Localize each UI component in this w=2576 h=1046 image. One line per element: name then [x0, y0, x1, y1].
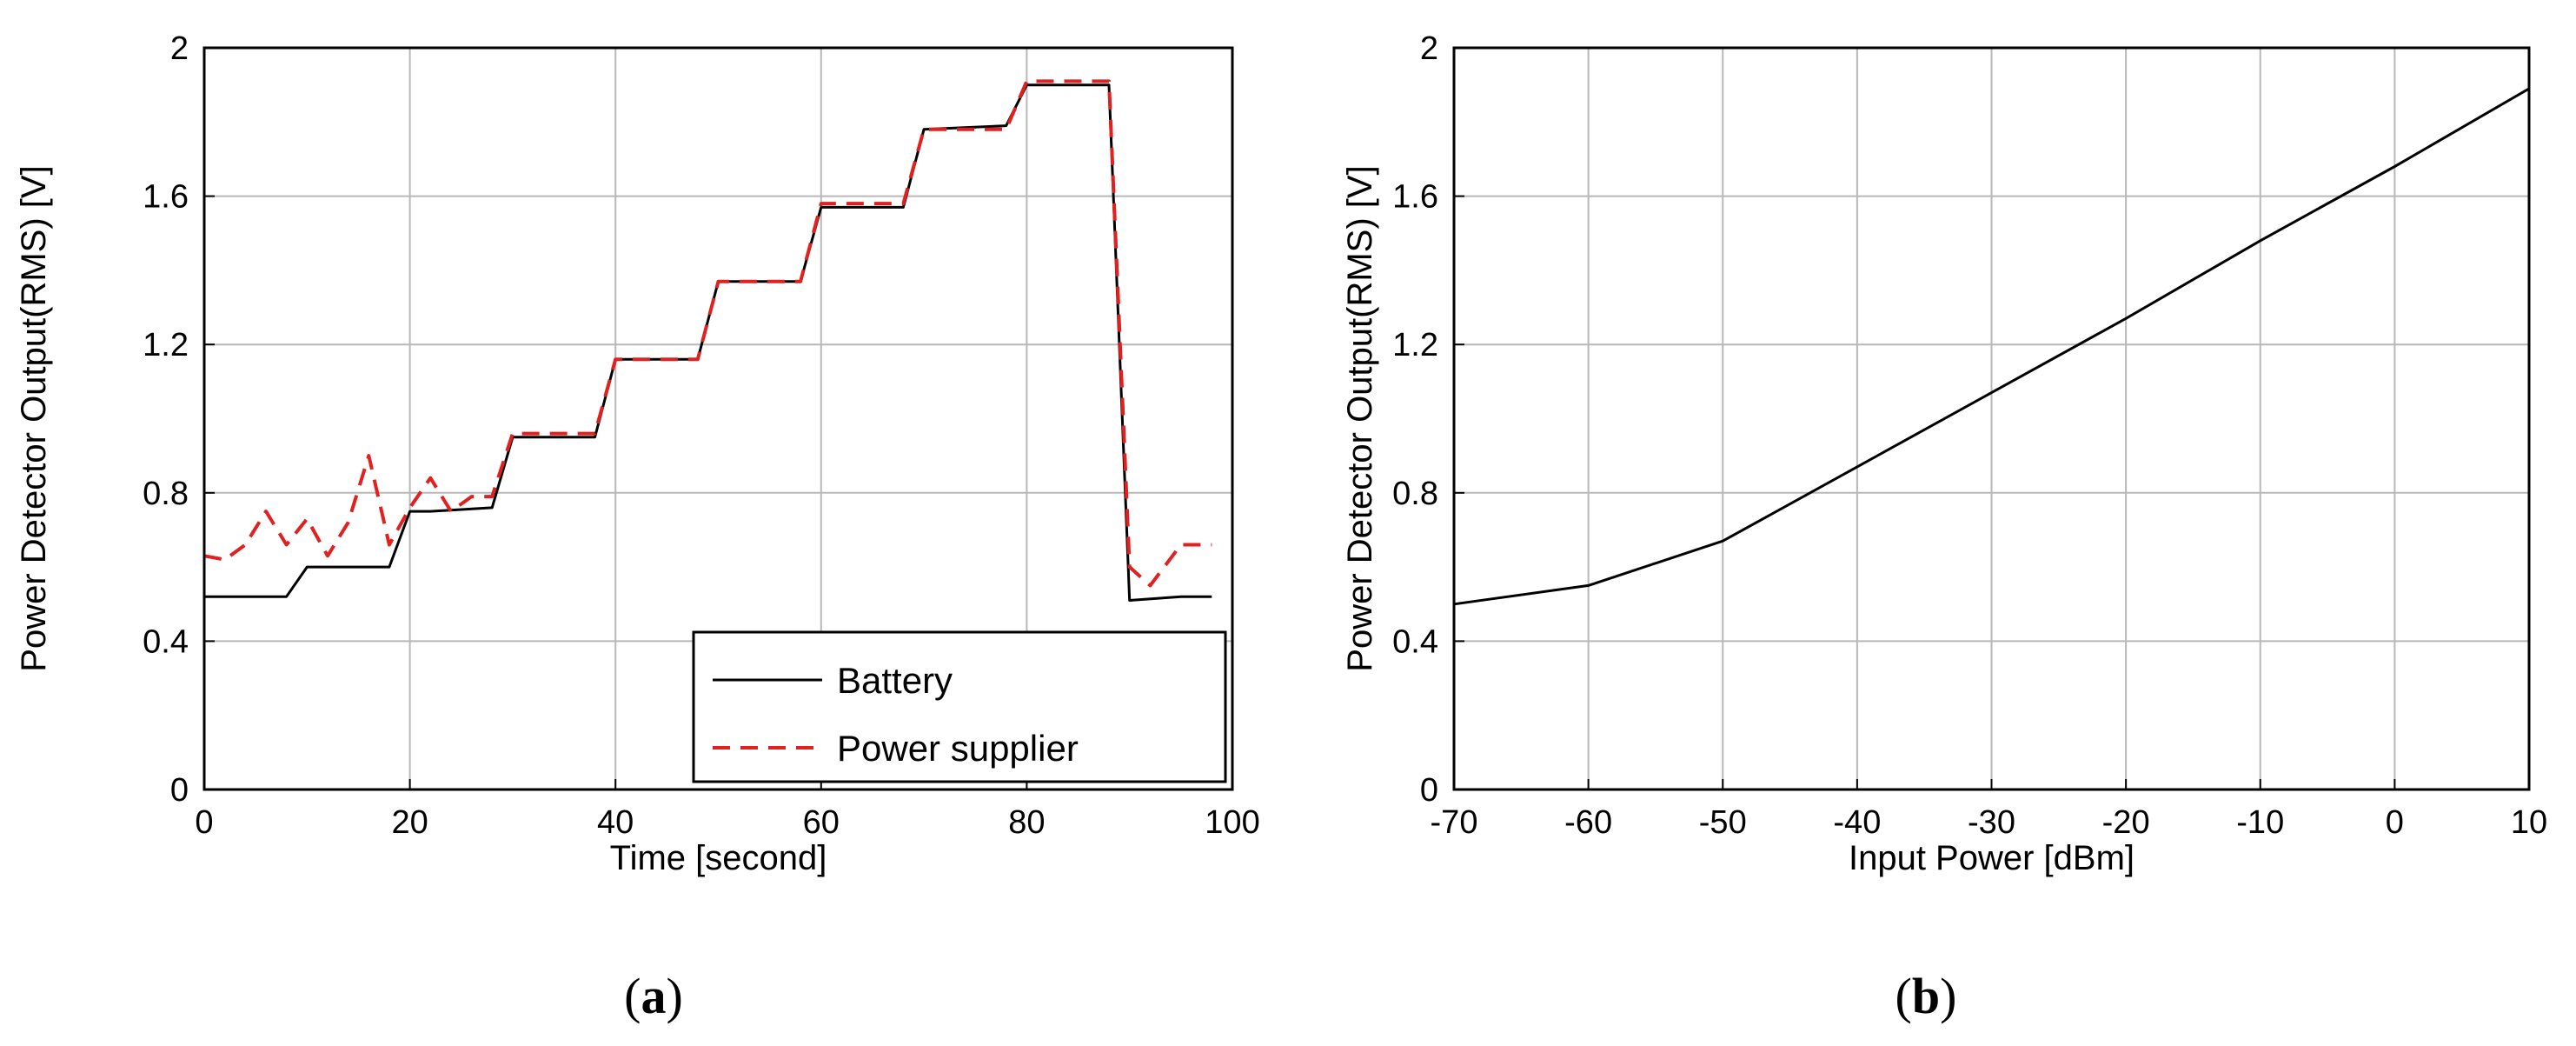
panel-label: (a) — [624, 968, 683, 1024]
x-axis-label: Time [second] — [610, 839, 827, 877]
legend-box — [692, 630, 1227, 783]
panel-label-paren-open: ( — [624, 968, 641, 1024]
y-tick-label: 2 — [170, 30, 189, 67]
grid-lines — [1453, 47, 2530, 790]
y-tick-label: 1.6 — [143, 179, 189, 216]
series-line-data — [1453, 87, 2530, 606]
panel-label-paren-open: ( — [1895, 968, 1912, 1024]
y-tick-label: 2 — [1420, 30, 1438, 67]
x-tick-label: 0 — [195, 804, 213, 841]
x-tick-label: 60 — [803, 804, 840, 841]
panel-label: (b) — [1895, 968, 1957, 1024]
y-tick-label: 0 — [1420, 772, 1438, 809]
y-tick-label: 0.8 — [1392, 476, 1438, 512]
x-tick-label: -30 — [1968, 804, 2015, 841]
x-axis-label: Input Power [dBm] — [1849, 839, 2134, 877]
legend-label: Power supplier — [837, 728, 1079, 769]
legend-label: Battery — [837, 660, 953, 701]
x-tick-label: 20 — [391, 804, 428, 841]
y-tick-label: 0.4 — [143, 623, 189, 660]
y-tick-label: 1.6 — [1392, 179, 1438, 216]
x-tick-label: 80 — [1008, 804, 1045, 841]
legend: Battery Power supplier — [692, 630, 1227, 783]
y-tick-label: 1.2 — [143, 327, 189, 363]
y-axis-label: Power Detector Output(RMS) [V] — [1341, 165, 1379, 671]
y-tick-label: 0 — [170, 772, 189, 809]
x-tick-label: 40 — [597, 804, 634, 841]
x-tick-label: 0 — [2386, 804, 2404, 841]
plot-frame — [202, 46, 1234, 791]
panel-label-letter: b — [1912, 968, 1940, 1024]
x-tick-label: 10 — [2511, 804, 2547, 841]
panel-label-letter: a — [641, 968, 667, 1024]
x-tick-label: -60 — [1564, 804, 1612, 841]
y-tick-label: 1.2 — [1392, 327, 1438, 363]
x-tick-label: 100 — [1205, 804, 1259, 841]
x-tick-label: -70 — [1431, 804, 1478, 841]
x-tick-label: -40 — [1833, 804, 1881, 841]
panel-label-paren-close: ) — [1940, 968, 1956, 1024]
x-tick-label: -10 — [2236, 804, 2284, 841]
panel-a-chart: 0 20 40 60 80 100 0 0.4 0.8 1.2 1.6 2 Time [second] P… — [15, 30, 1260, 1024]
x-tick-label: -50 — [1699, 804, 1747, 841]
series-line-power-supplier — [203, 79, 1212, 588]
panel-label-paren-close: ) — [667, 968, 683, 1024]
x-tick-label: -20 — [2102, 804, 2150, 841]
y-tick-label: 0.4 — [1392, 623, 1438, 660]
panel-b-chart: -70 -60 -50 -40 -30 -20 -10 0 10 0 0.4 0.8 1.2 1.6 2 In… — [1341, 30, 2547, 1024]
y-axis-label: Power Detector Output(RMS) [V] — [15, 165, 53, 671]
series-line-battery — [204, 83, 1212, 602]
y-tick-label: 0.8 — [143, 476, 189, 512]
